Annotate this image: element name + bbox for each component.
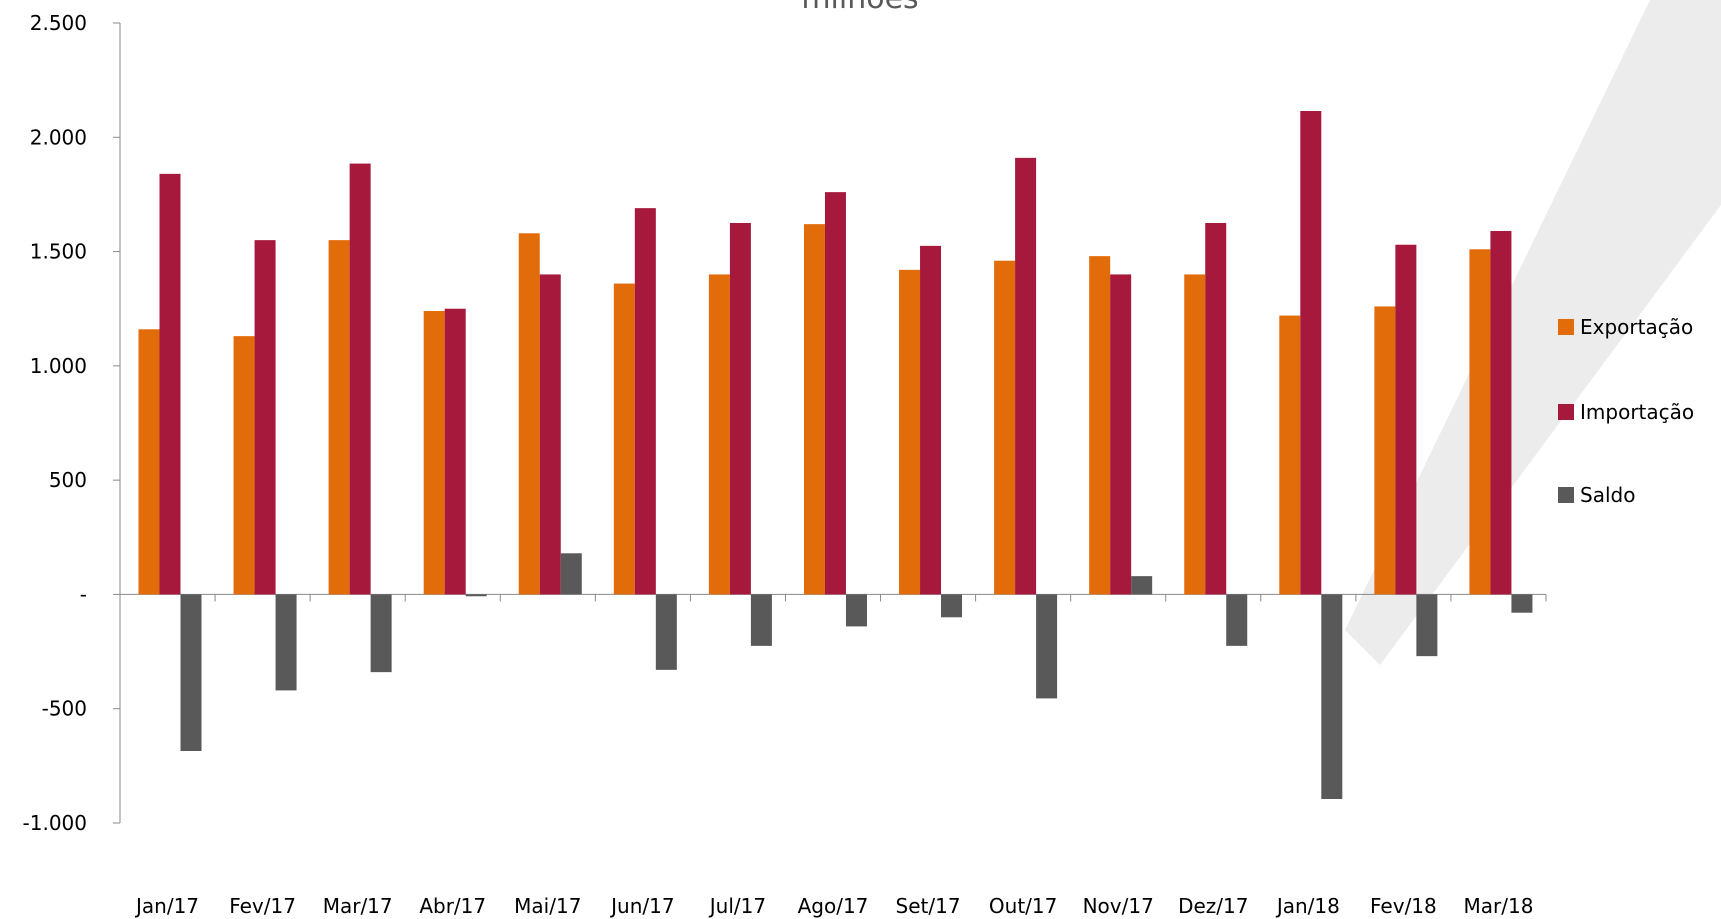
bar-saldo [1226, 594, 1248, 646]
x-tick-label: Jun/17 [609, 894, 674, 918]
y-tick-label: 2.500 [30, 11, 87, 35]
bar-exportação [1374, 306, 1396, 595]
bar-saldo [1511, 594, 1533, 613]
x-tick-label: Fev/17 [229, 894, 296, 918]
y-tick-label: 1.500 [30, 240, 87, 264]
bar-saldo [1131, 576, 1153, 595]
bar-importação [1015, 157, 1037, 595]
bar-exportação [994, 260, 1016, 595]
y-tick-label: 500 [49, 468, 87, 492]
bar-saldo [1321, 594, 1343, 799]
y-tick-label: -1.000 [23, 811, 87, 835]
bar-importação [920, 245, 942, 595]
bar-importação [1395, 244, 1417, 595]
x-tick-label: Mar/17 [323, 894, 393, 918]
x-tick-label: Nov/17 [1083, 894, 1154, 918]
bar-exportação [1279, 315, 1301, 595]
y-tick-label: - [80, 582, 87, 606]
bar-exportação [423, 311, 445, 595]
bar-importação [1490, 231, 1512, 595]
bar-exportação [328, 240, 350, 595]
x-tick-label: Dez/17 [1178, 894, 1248, 918]
bar-importação [729, 223, 751, 595]
bar-importação [444, 308, 466, 595]
y-tick-label: 1.000 [30, 354, 87, 378]
legend-swatch [1558, 404, 1574, 420]
legend-label: Saldo [1580, 483, 1635, 507]
bar-importação [254, 240, 276, 595]
x-tick-label: Mai/17 [514, 894, 581, 918]
x-tick-label: Jul/17 [708, 894, 766, 918]
bar-exportação [1089, 256, 1111, 595]
bar-exportação [899, 269, 921, 595]
bar-saldo [941, 594, 963, 618]
bar-exportação [803, 224, 825, 595]
bars [138, 111, 1533, 799]
bar-importação [1110, 274, 1132, 595]
bar-exportação [1184, 274, 1206, 595]
legend-label: Exportação [1580, 315, 1693, 339]
bar-importação [634, 208, 656, 595]
bar-exportação [138, 329, 160, 595]
bar-saldo [560, 553, 582, 595]
bar-saldo [1416, 594, 1438, 657]
bar-saldo [370, 594, 392, 673]
bar-importação [349, 163, 371, 595]
legend-label: Importação [1580, 400, 1694, 424]
legend-swatch [1558, 487, 1574, 503]
legend-swatch [1558, 319, 1574, 335]
y-tick-label: 2.000 [30, 125, 87, 149]
x-tick-label: Set/17 [896, 894, 961, 918]
bar-exportação [708, 274, 730, 595]
bar-saldo [275, 594, 297, 691]
bar-saldo [180, 594, 202, 751]
x-tick-label: Jan/17 [134, 894, 199, 918]
x-tick-label: Jan/18 [1275, 894, 1340, 918]
chart-title: milhões [801, 0, 918, 16]
bar-importação [824, 192, 846, 595]
x-tick-label: Abr/17 [419, 894, 486, 918]
x-tick-label: Out/17 [989, 894, 1057, 918]
bar-exportação [613, 283, 635, 595]
x-tick-label: Fev/18 [1370, 894, 1437, 918]
bar-importação [159, 173, 181, 595]
bar-exportação [233, 336, 255, 595]
bar-importação [1300, 111, 1322, 595]
bar-saldo [845, 594, 867, 627]
bar-saldo [655, 594, 677, 670]
labels: 2.500 2.000 1.500 1.000 500 - -500 -1.000 Jan/17… [23, 11, 1534, 918]
bar-saldo [1036, 594, 1058, 699]
bar-saldo [465, 594, 487, 597]
x-tick-label: Mar/18 [1464, 894, 1534, 918]
bar-saldo [750, 594, 772, 646]
y-tick-label: -500 [42, 697, 87, 721]
legend: Exportação Importação Saldo [1558, 315, 1694, 507]
watermark-stripe [1345, 0, 1721, 665]
bar-exportação [1469, 249, 1491, 595]
bar-importação [539, 274, 561, 595]
bar-exportação [518, 233, 540, 595]
bar-importação [1205, 223, 1227, 595]
x-tick-label: Ago/17 [798, 894, 869, 918]
